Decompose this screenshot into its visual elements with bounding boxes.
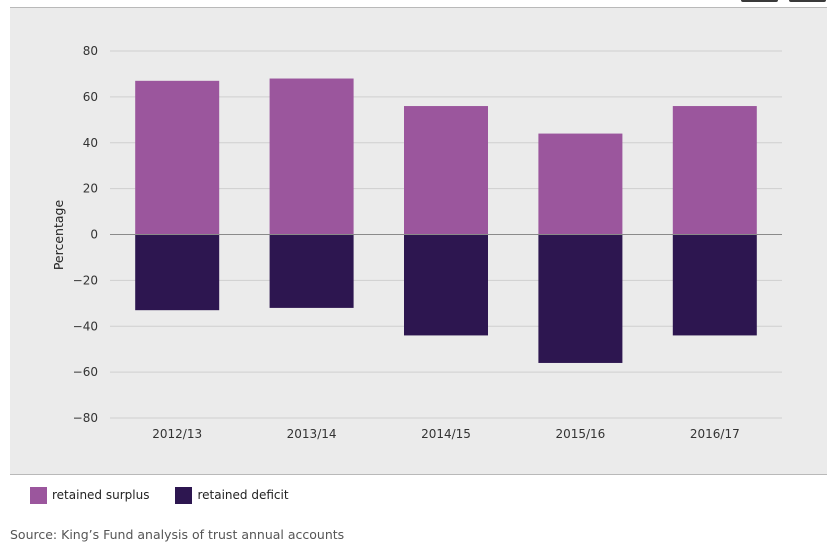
y-tick-label: −60 xyxy=(73,365,98,379)
legend-swatch-retained-deficit xyxy=(175,486,193,504)
bars xyxy=(135,78,757,363)
bar-retained-surplus-2013-14[interactable] xyxy=(269,78,354,235)
bar-retained-surplus-2015-16[interactable] xyxy=(538,133,623,235)
bar-retained-deficit-2013-14[interactable] xyxy=(269,234,354,308)
y-tick-label: 60 xyxy=(83,90,98,104)
y-tick-label: −20 xyxy=(73,273,98,287)
y-tick-label: 40 xyxy=(83,136,98,150)
legend-label-retained-surplus: retained surplus xyxy=(52,488,150,502)
legend-label-retained-deficit: retained deficit xyxy=(197,488,289,502)
x-tick-label: 2014/15 xyxy=(421,427,471,441)
bar-retained-deficit-2012-13[interactable] xyxy=(135,234,220,311)
source-note: Source: King’s Fund analysis of trust an… xyxy=(10,527,345,542)
y-tick-label: 0 xyxy=(90,228,98,242)
bar-retained-surplus-2016-17[interactable] xyxy=(672,106,757,235)
y-tick-label: 20 xyxy=(83,182,98,196)
export-button[interactable] xyxy=(741,0,778,2)
y-axis-ticks: 80 60 40 20 0 −20 −40 −60 −80 xyxy=(73,44,98,425)
legend-item-retained-surplus[interactable]: retained surplus xyxy=(30,486,150,504)
bar-retained-surplus-2014-15[interactable] xyxy=(404,106,488,235)
chart-panel: 80 60 40 20 0 −20 −40 −60 −80 2012/13 2013/14 2014… xyxy=(10,8,827,475)
menu-button[interactable] xyxy=(789,0,826,2)
bar-retained-deficit-2014-15[interactable] xyxy=(404,234,488,336)
legend-swatch-retained-surplus xyxy=(30,486,47,504)
bar-chart: 80 60 40 20 0 −20 −40 −60 −80 2012/13 2013/14 2014… xyxy=(51,44,782,441)
bar-retained-deficit-2015-16[interactable] xyxy=(538,234,623,363)
x-axis-ticks: 2012/13 2013/14 2014/15 2015/16 2016/17 xyxy=(152,427,739,441)
x-tick-label: 2015/16 xyxy=(555,427,605,441)
x-tick-label: 2012/13 xyxy=(152,427,202,441)
bar-retained-deficit-2016-17[interactable] xyxy=(672,234,757,336)
y-axis-title: Percentage xyxy=(51,200,66,271)
y-tick-label: 80 xyxy=(83,44,98,58)
y-tick-label: −80 xyxy=(73,411,98,425)
legend: retained surplus retained deficit xyxy=(30,486,315,504)
bar-retained-surplus-2012-13[interactable] xyxy=(135,80,220,235)
y-tick-label: −40 xyxy=(73,319,98,333)
top-rule xyxy=(10,7,827,8)
legend-item-retained-deficit[interactable]: retained deficit xyxy=(175,486,289,504)
x-tick-label: 2013/14 xyxy=(287,427,337,441)
x-tick-label: 2016/17 xyxy=(690,427,740,441)
